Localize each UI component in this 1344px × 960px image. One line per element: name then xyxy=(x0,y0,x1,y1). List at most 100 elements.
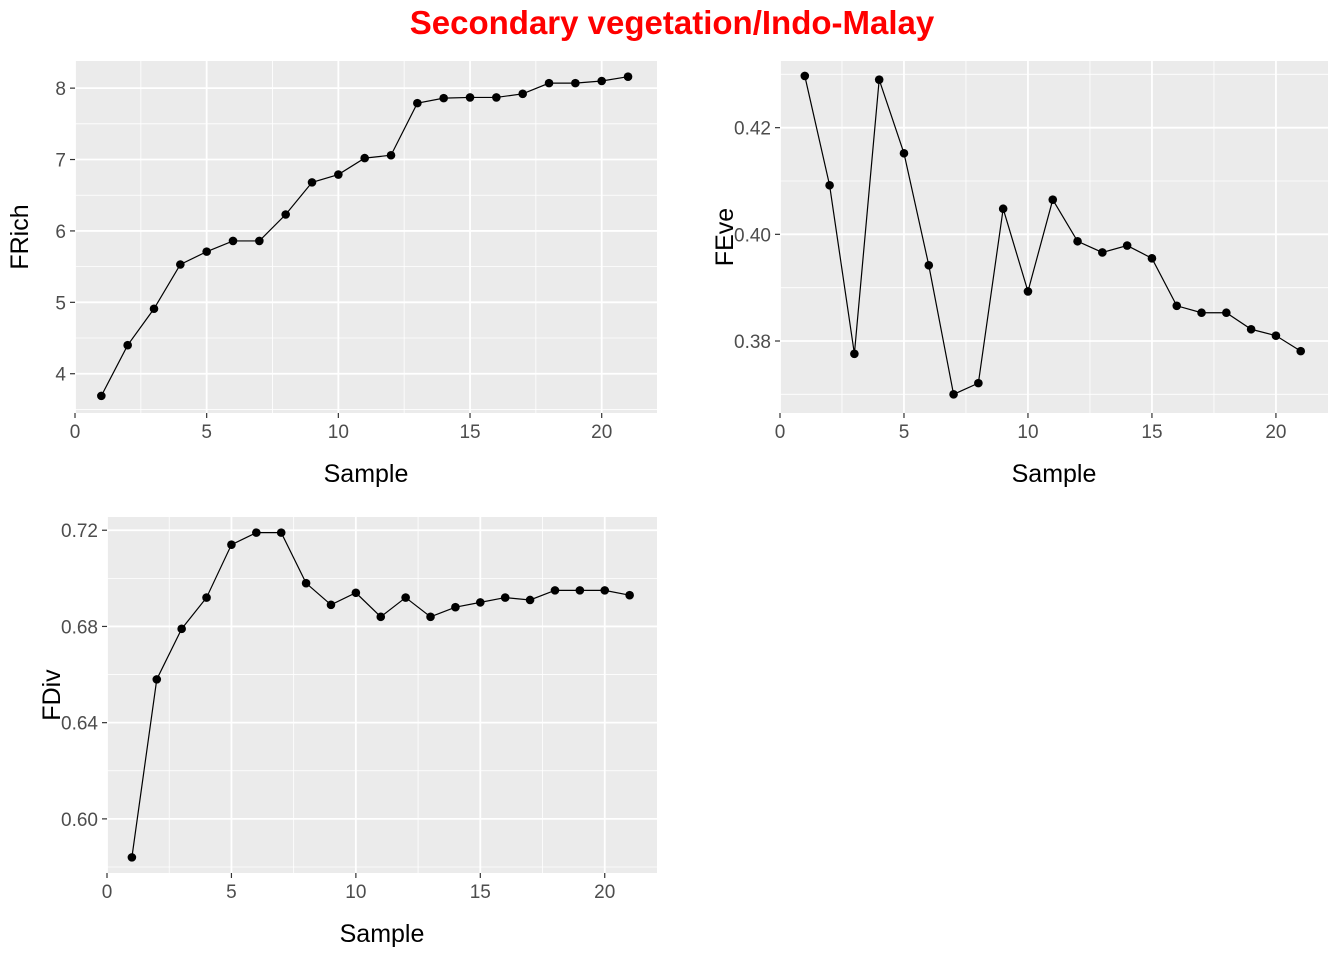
panel-feve: 0 5 10 15 20 0.38 0.40 0.42 Sample FEve xyxy=(711,61,1328,488)
x-axis-title: Sample xyxy=(324,460,409,488)
x-tick-label: 10 xyxy=(1017,422,1038,443)
data-point-feve xyxy=(924,260,934,270)
x-tick-label: 20 xyxy=(594,882,615,903)
y-tick-label: 6 xyxy=(55,222,66,243)
data-point-fdiv xyxy=(227,540,236,549)
x-tick-label: 20 xyxy=(591,422,612,443)
data-point-frich xyxy=(597,76,606,86)
data-point-frich xyxy=(623,72,633,82)
data-point-frich xyxy=(123,340,132,350)
x-tick-label: 15 xyxy=(470,882,491,903)
data-point-fdiv xyxy=(476,598,485,607)
data-point-feve xyxy=(800,71,810,81)
data-point-frich xyxy=(334,170,343,179)
y-tick-label: 0.64 xyxy=(61,714,98,735)
data-point-feve xyxy=(1271,331,1281,340)
data-point-frich xyxy=(281,210,290,219)
y-axis-title: FRich xyxy=(6,204,34,269)
data-point-fdiv xyxy=(500,593,510,602)
data-point-feve xyxy=(1197,308,1206,318)
data-point-fdiv xyxy=(326,600,336,610)
data-point-fdiv xyxy=(600,586,610,595)
panel-background xyxy=(107,517,657,873)
data-point-fdiv xyxy=(202,593,211,602)
y-axis-title: FEve xyxy=(711,208,739,266)
data-point-feve xyxy=(825,180,834,190)
data-point-frich xyxy=(571,78,580,88)
data-point-feve xyxy=(1172,301,1182,311)
data-point-fdiv xyxy=(625,590,634,600)
x-tick-label: 15 xyxy=(459,422,480,443)
data-point-frich xyxy=(255,236,264,246)
y-tick-label: 5 xyxy=(55,293,66,314)
data-point-fdiv xyxy=(351,588,361,598)
x-tick-label: 5 xyxy=(201,422,212,443)
data-point-feve xyxy=(850,349,859,359)
data-point-frich xyxy=(413,98,422,108)
data-point-feve xyxy=(1098,248,1107,257)
data-point-feve xyxy=(1048,195,1058,204)
y-tick-label: 8 xyxy=(55,79,66,100)
data-point-feve xyxy=(874,75,884,84)
data-point-fdiv xyxy=(550,586,560,595)
data-point-fdiv xyxy=(177,624,186,634)
data-point-fdiv xyxy=(451,602,460,612)
data-point-fdiv xyxy=(301,578,311,588)
y-tick-label: 4 xyxy=(55,365,66,386)
y-tick-label: 0.40 xyxy=(734,225,771,246)
x-tick-label: 5 xyxy=(899,422,910,443)
data-point-fdiv xyxy=(525,595,535,605)
data-point-fdiv xyxy=(426,612,435,622)
y-axis-title: FDiv xyxy=(38,669,66,721)
data-point-fdiv xyxy=(276,528,286,537)
data-point-frich xyxy=(386,150,396,160)
panel-frich: 0 5 10 15 20 4 5 6 7 8 Sample FRich xyxy=(6,61,657,488)
data-point-feve xyxy=(1122,241,1132,250)
data-point-feve xyxy=(998,204,1008,214)
x-tick-label: 0 xyxy=(70,422,81,443)
data-point-fdiv xyxy=(127,853,137,862)
data-point-feve xyxy=(949,390,958,399)
x-tick-label: 10 xyxy=(345,882,366,903)
data-point-frich xyxy=(439,93,448,103)
x-tick-label: 0 xyxy=(775,422,786,443)
data-point-feve xyxy=(1073,236,1082,246)
data-point-frich xyxy=(518,89,527,99)
x-tick-label: 5 xyxy=(226,882,237,903)
x-axis-title: Sample xyxy=(340,920,425,948)
data-point-frich xyxy=(202,247,211,256)
panel-background xyxy=(75,61,657,413)
y-tick-label: 0.42 xyxy=(734,119,771,140)
data-point-feve xyxy=(1296,346,1306,356)
x-tick-label: 15 xyxy=(1141,422,1162,443)
data-point-frich xyxy=(228,236,238,246)
data-point-feve xyxy=(1023,287,1033,296)
data-point-feve xyxy=(1222,308,1231,318)
y-tick-label: 7 xyxy=(55,151,66,172)
y-tick-label: 0.72 xyxy=(61,521,98,542)
data-point-frich xyxy=(465,93,475,102)
data-point-feve xyxy=(1147,254,1157,263)
x-axis-title: Sample xyxy=(1012,460,1097,488)
data-point-frich xyxy=(97,391,106,401)
data-point-fdiv xyxy=(376,612,386,622)
data-point-fdiv xyxy=(252,528,261,537)
data-point-feve xyxy=(974,378,983,388)
data-point-frich xyxy=(176,260,185,269)
data-point-feve xyxy=(1246,324,1256,334)
data-point-frich xyxy=(149,304,159,314)
panel-background xyxy=(780,61,1328,413)
data-point-frich xyxy=(492,93,501,102)
y-tick-label: 0.68 xyxy=(61,617,98,638)
data-point-frich xyxy=(360,153,369,163)
y-tick-label: 0.60 xyxy=(61,810,98,831)
page-title: Secondary vegetation/Indo-Malay xyxy=(409,4,935,41)
x-tick-label: 10 xyxy=(328,422,349,443)
data-point-feve xyxy=(899,148,909,158)
x-tick-label: 20 xyxy=(1265,422,1286,443)
y-tick-label: 0.38 xyxy=(734,332,771,353)
panel-fdiv: 0 5 10 15 20 0.60 0.64 0.68 0.72 Sample FDiv xyxy=(38,517,657,948)
data-point-frich xyxy=(544,78,554,88)
data-point-fdiv xyxy=(575,586,585,595)
